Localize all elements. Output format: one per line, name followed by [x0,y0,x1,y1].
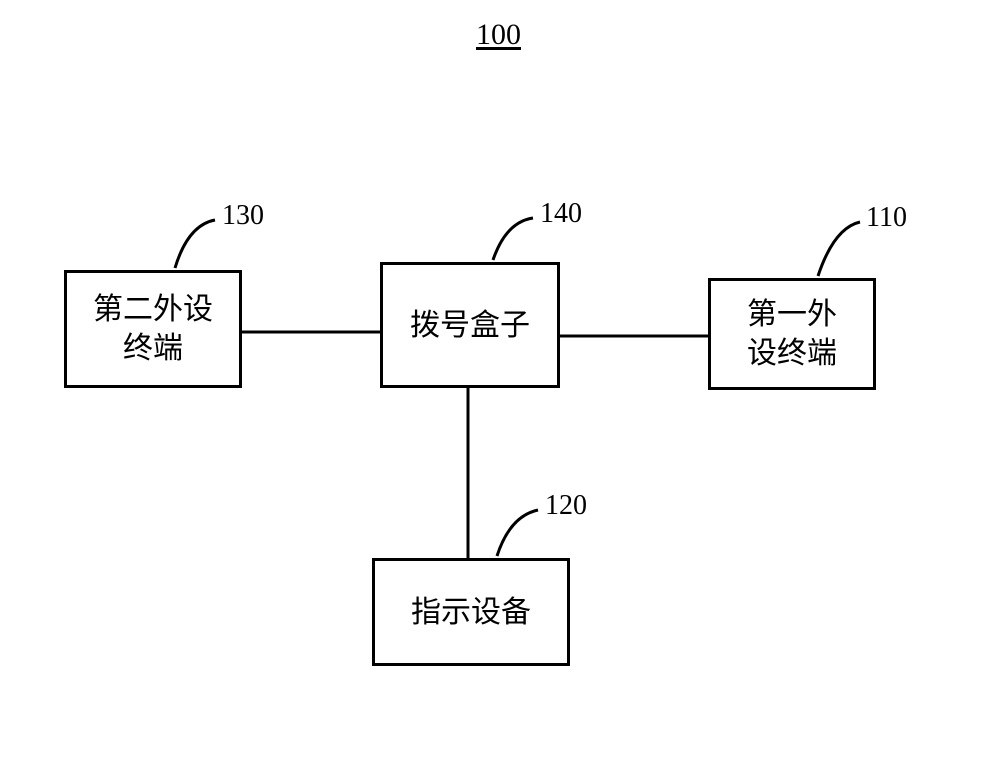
node-second-peripheral-terminal: 第二外设终端 [64,270,242,388]
diagram-title: 100 [476,18,521,52]
ref-label-140: 140 [540,198,582,230]
ref-label-110: 110 [866,202,907,234]
ref-label-120: 120 [545,490,587,522]
node-indicator-device: 指示设备 [372,558,570,666]
ref-label-130: 130 [222,200,264,232]
node-first-peripheral-terminal: 第一外设终端 [708,278,876,390]
diagram-canvas: 100 第二外设终端 拨号盒子 第一外设终端 指示设备 130 140 110 … [0,0,1000,779]
node-dialing-box: 拨号盒子 [380,262,560,388]
